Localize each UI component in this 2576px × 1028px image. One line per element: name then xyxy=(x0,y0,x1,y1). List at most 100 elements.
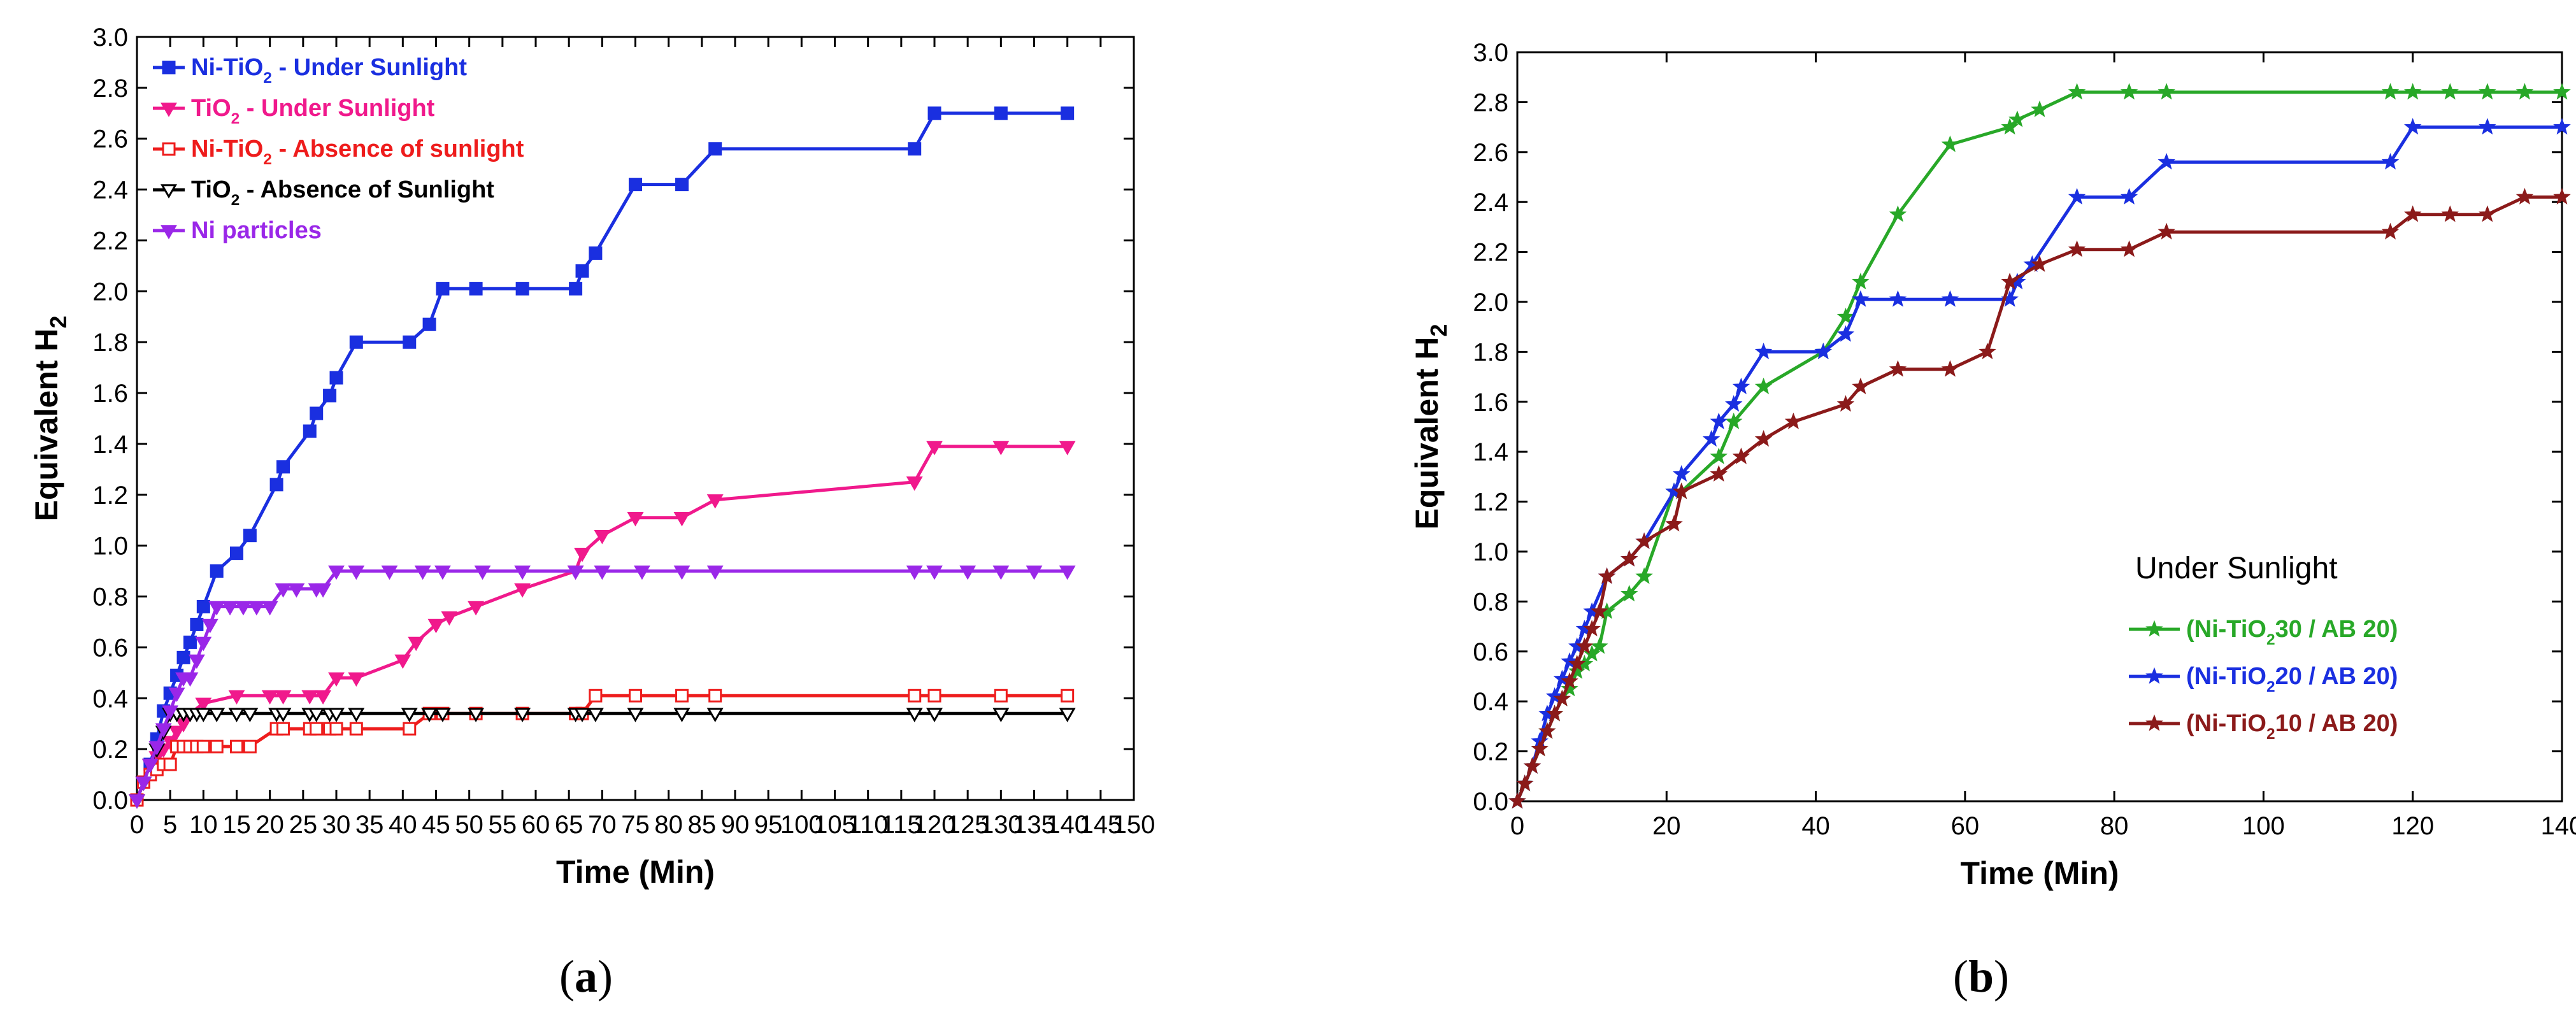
chart-0-xtick-label: 15 xyxy=(222,811,251,839)
chart-1-series-0-point xyxy=(1591,637,1608,654)
chart-0-series-1-line xyxy=(135,445,1068,801)
chart-0-series-0-point xyxy=(310,406,324,420)
chart-0-series-4-point xyxy=(315,583,332,598)
chart-1-series-0-point xyxy=(2381,83,2400,100)
chart-0-series-2-point xyxy=(163,757,177,771)
chart-0-series-3-point xyxy=(706,708,724,723)
chart-0-series-4-point xyxy=(188,654,205,669)
chart-1-ytick-label: 0.0 xyxy=(1473,788,1508,816)
chart-0-ylabel-main: Equivalent H xyxy=(29,329,64,522)
chart-1-xtick-label: 140 xyxy=(2541,812,2576,840)
chart-0-legend-label-main: TiO xyxy=(191,176,231,203)
chart-0-legend-item: TiO2 - Absence of Sunlight xyxy=(153,176,494,209)
chart-1-series-2-point xyxy=(2441,205,2459,222)
chart-0-legend-label-rest: - Under Sunlight xyxy=(240,95,434,122)
chart-0-series-1-point xyxy=(195,697,212,713)
chart-1-series-0-point xyxy=(2008,110,2026,127)
chart-0-series-4-point xyxy=(275,583,292,598)
chart-1-series-0-point xyxy=(1725,412,1743,429)
chart-1-xlabel: Time (Min) xyxy=(1960,855,2119,891)
chart-0-series-0-point xyxy=(994,106,1008,120)
chart-1-legend-marker xyxy=(2145,714,2163,731)
chart-0-xtick-label: 140 xyxy=(1046,811,1089,839)
chart-0-xtick-label: 100 xyxy=(780,811,823,839)
chart-0-series-1-point xyxy=(574,547,590,562)
chart-0-series-4-point xyxy=(148,741,166,755)
chart-0-legend-label-rest: - Under Sunlight xyxy=(272,54,467,81)
chart-0-series-2-point xyxy=(629,689,642,703)
chart-1-series-1-point xyxy=(1941,290,1959,307)
chart-0-series-1-point xyxy=(992,441,1010,455)
chart-0-series-4-point xyxy=(234,601,252,616)
chart-0-series-2-point xyxy=(708,689,722,703)
chart-1-legend-label-sub: 2 xyxy=(2266,678,2275,696)
chart-0-series-1-point xyxy=(315,690,332,705)
caption-a: (a) xyxy=(559,951,613,1002)
chart-1-series-2-point xyxy=(2068,240,2086,257)
chart-0-series-0-point xyxy=(329,371,343,385)
chart-1-ytick-label: 2.2 xyxy=(1473,239,1508,267)
chart-1-ytick-label: 1.0 xyxy=(1473,538,1508,566)
chart-1-legend-marker xyxy=(2145,667,2163,684)
chart-0-xtick-label: 0 xyxy=(130,811,144,839)
chart-0-series-0-point xyxy=(569,282,583,296)
chart-0-xtick-label: 150 xyxy=(1113,811,1156,839)
chart-0-xtick-label: 25 xyxy=(289,811,318,839)
chart-0-series-3-point xyxy=(1059,708,1076,723)
chart-0-series-4-point xyxy=(248,601,265,616)
chart-0-series-1-point xyxy=(673,512,691,527)
chart-0-series-4-point xyxy=(135,776,152,791)
chart-0-ytick-label: 1.2 xyxy=(92,482,128,510)
chart-0-series-1-point xyxy=(627,512,644,527)
chart-1-series-2-point xyxy=(1531,739,1549,757)
chart-0-series-3-point xyxy=(514,708,531,723)
chart-0-series-1-point xyxy=(408,636,425,652)
chart-1-series-1-point xyxy=(1889,290,1907,307)
chart-1-frame xyxy=(1516,51,2563,803)
chart-1-series-2-line xyxy=(1515,195,2562,802)
chart-0-root: 0.0 0.2 0.4 0.6 0.8 1.0 1.2 1.4 1.6 1.8 2.0 2.2 2.4 2… xyxy=(29,24,1155,890)
chart-0-series-4-point xyxy=(201,618,218,634)
chart-1-series-1-point xyxy=(2381,153,2400,170)
chart-0-series-0-point xyxy=(269,478,283,492)
chart-0-series-4-point xyxy=(1059,565,1076,580)
chart-1-root: 0.0 0.2 0.4 0.6 0.8 1.0 1.2 1.4 1.6 1.8 2.0 2.2 2.4 2… xyxy=(1409,39,2576,891)
chart-1-series-0-point xyxy=(2120,83,2138,100)
caption-b: (b) xyxy=(1952,951,2009,1002)
chart-0-series-1-point xyxy=(328,672,345,687)
chart-1-series-2-point xyxy=(1673,482,1691,499)
chart-1-series-2-point xyxy=(1710,465,1728,482)
chart-1-series-2-point xyxy=(1568,654,1586,672)
chart-1-series-0-point xyxy=(1621,585,1638,602)
chart-1-series-2-point xyxy=(2515,187,2534,205)
chart-0-series-0-point xyxy=(675,178,689,192)
chart-0-series-2-point xyxy=(310,722,324,736)
chart-0-series-4-point xyxy=(141,759,159,773)
chart-1-series-0-point xyxy=(2068,83,2086,100)
chart-0-ytick-label: 2.4 xyxy=(92,176,128,204)
chart-0-legend-marker xyxy=(161,184,177,199)
chart-1-ylabel: Equivalent H2 xyxy=(1409,324,1452,530)
chart-1-ytick-label: 1.4 xyxy=(1473,438,1508,466)
chart-1-legend-label-sub: 2 xyxy=(2266,725,2275,743)
chart-0-xtick-label: 135 xyxy=(1013,811,1055,839)
chart-1-legend-title: Under Sunlight xyxy=(2135,552,2338,585)
chart-0-xtick-label: 105 xyxy=(813,811,856,839)
chart-1-series-0-point xyxy=(1941,135,1959,152)
chart-1-legend-item: (Ni-TiO220 / AB 20) xyxy=(2129,663,2398,696)
chart-0-series-4-point xyxy=(222,601,239,616)
chart-0-legend-label-sub: 2 xyxy=(231,110,240,127)
chart-1-series-2-point xyxy=(2031,255,2049,272)
chart-0-series-4-point xyxy=(168,687,185,703)
chart-1-series-0-point xyxy=(1710,447,1728,464)
chart-0-legend-marker xyxy=(162,142,176,156)
chart-0-series-3-point xyxy=(241,708,259,723)
chart-1-legend-label: (Ni-TiO220 / AB 20) xyxy=(2186,663,2398,696)
chart-0-series-4-point xyxy=(328,565,345,580)
chart-0-ylabel-sub: 2 xyxy=(45,316,71,329)
chart-0-series-0-point xyxy=(349,335,363,349)
chart-0-ytick-label: 0.4 xyxy=(92,685,128,713)
chart-0-series-0-point xyxy=(243,529,257,543)
chart-0-ytick-label: 1.8 xyxy=(92,329,128,357)
chart-0-xtick-label: 45 xyxy=(422,811,450,839)
